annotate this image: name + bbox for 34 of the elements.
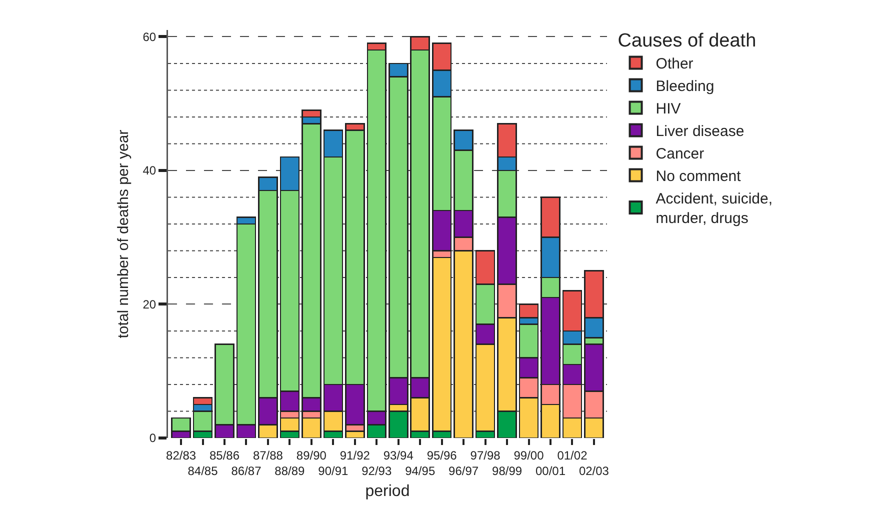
x-tick-label: 01/02 <box>557 448 588 462</box>
x-tick-label: 95/96 <box>426 448 458 462</box>
x-tick-label: 89/90 <box>296 448 327 462</box>
legend-label: Bleeding <box>656 78 714 96</box>
legend-label: Liver disease <box>656 123 744 140</box>
x-tick-label: 94/95 <box>405 464 436 478</box>
legend-label: No comment <box>656 168 742 186</box>
legend-label: Other <box>656 56 694 73</box>
x-tick-label: 96/97 <box>448 464 479 478</box>
y-axis-title: total number of deaths per year <box>115 130 132 338</box>
y-tick-label: 20 <box>142 297 156 312</box>
legend-label: Accident, suicide, murder, drugs <box>656 190 773 228</box>
x-tick-label: 99/00 <box>514 448 544 462</box>
y-tick-label: 60 <box>142 30 156 44</box>
x-tick-label: 82/83 <box>166 448 196 462</box>
x-tick-label: 84/85 <box>188 464 218 478</box>
x-tick-label: 98/99 <box>492 464 522 478</box>
x-axis-title: period <box>365 483 410 500</box>
x-tick-label: 87/88 <box>252 448 284 462</box>
x-tick-label: 90/91 <box>318 464 349 478</box>
x-tick-label: 91/92 <box>340 448 370 462</box>
x-tick-label: 02/03 <box>578 464 610 478</box>
x-tick-label: 93/94 <box>383 448 414 462</box>
y-tick-label: 0 <box>149 431 156 446</box>
x-tick-label: 97/98 <box>470 448 501 462</box>
legend-label: Cancer <box>656 146 704 163</box>
legend-label: HIV <box>656 100 681 118</box>
legend-title: Causes of death <box>618 30 756 52</box>
y-tick-label: 40 <box>142 164 156 178</box>
x-tick-label: 00/01 <box>535 464 566 478</box>
x-tick-label: 86/87 <box>231 464 262 478</box>
x-tick-label: 92/93 <box>362 464 392 478</box>
x-tick-label: 88/89 <box>274 464 306 478</box>
x-tick-label: 85/86 <box>209 448 240 462</box>
